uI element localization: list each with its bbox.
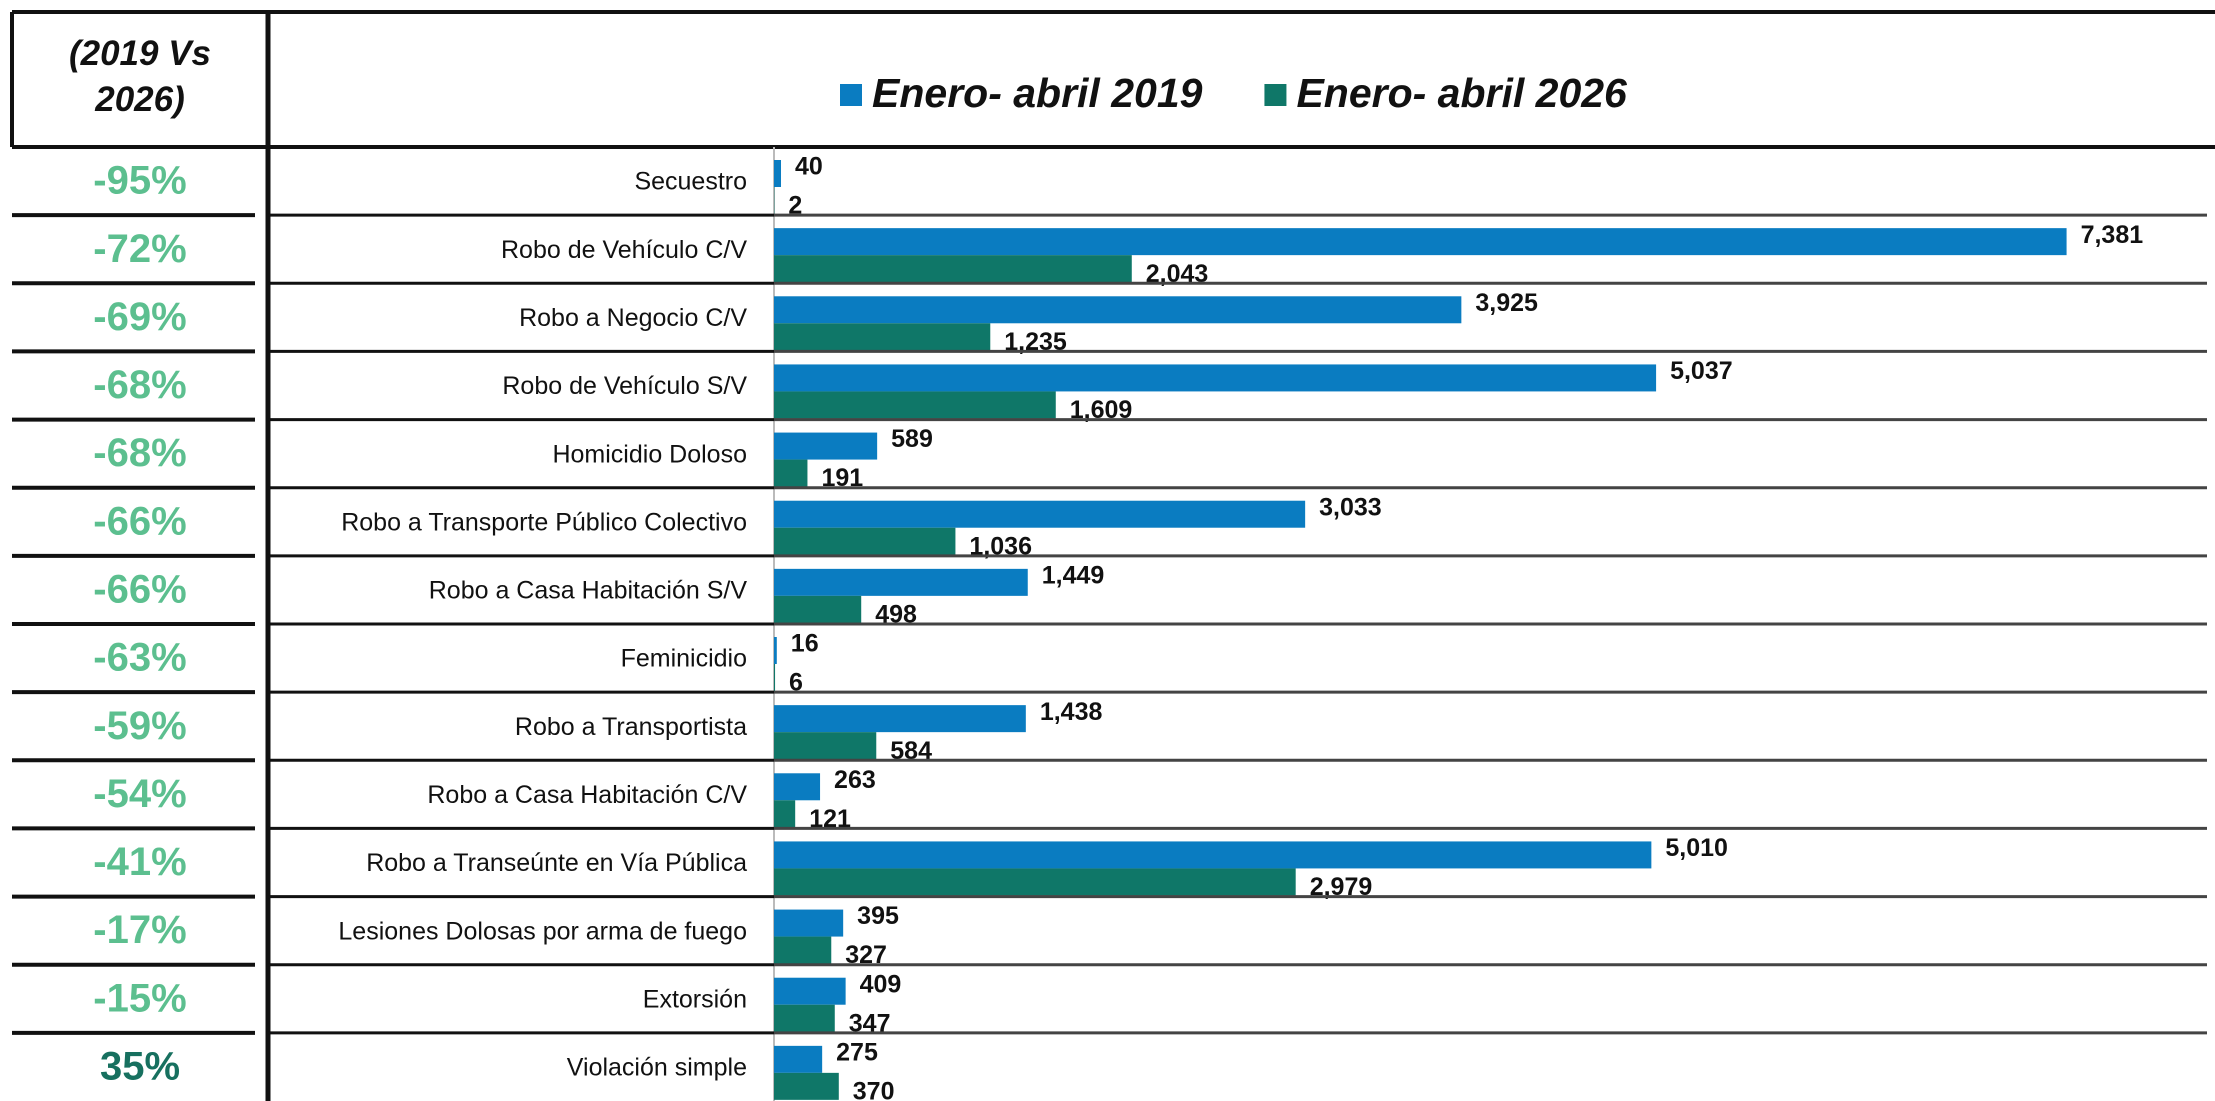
change-label: -59% xyxy=(93,704,186,748)
change-label: 35% xyxy=(100,1044,180,1088)
category-label: Robo a Transeúnte en Vía Pública xyxy=(366,849,747,877)
header-line: 2026) xyxy=(94,80,185,119)
bar xyxy=(774,1072,839,1100)
value-label: 2 xyxy=(788,192,802,220)
change-label: -68% xyxy=(93,431,186,475)
bar xyxy=(774,296,1462,324)
bar xyxy=(774,1004,835,1032)
value-label: 1,438 xyxy=(1040,698,1103,726)
change-label: -95% xyxy=(93,159,186,203)
change-label: -15% xyxy=(93,976,186,1020)
bar xyxy=(774,841,1652,869)
change-label: -72% xyxy=(93,227,186,271)
legend-label: Enero- abril 2019 xyxy=(872,70,1203,116)
category-label: Robo a Transportista xyxy=(515,713,747,741)
bar xyxy=(774,664,776,691)
bar xyxy=(774,800,796,828)
bar xyxy=(774,568,1028,596)
value-label: 7,381 xyxy=(2081,221,2144,249)
value-label: 3,033 xyxy=(1319,493,1382,521)
change-label: -41% xyxy=(93,840,186,884)
bar xyxy=(774,1045,823,1073)
category-label: Robo de Vehículo C/V xyxy=(501,236,747,264)
bar xyxy=(774,323,991,351)
value-label: 1,449 xyxy=(1042,561,1105,589)
bar xyxy=(774,909,844,937)
value-label: 589 xyxy=(891,425,933,453)
category-label: Robo de Vehículo S/V xyxy=(502,372,747,400)
value-label: 5,037 xyxy=(1670,357,1733,385)
category-label: Violación simple xyxy=(567,1054,747,1082)
category-label: Secuestro xyxy=(634,168,747,196)
bar xyxy=(774,432,878,460)
bar xyxy=(774,936,832,964)
category-label: Robo a Negocio C/V xyxy=(519,304,747,332)
bar xyxy=(774,595,862,623)
legend-swatch xyxy=(1264,84,1287,106)
bar xyxy=(774,732,877,760)
value-label: 6 xyxy=(789,669,803,697)
change-header: (2019 Vs 2026) xyxy=(69,34,211,119)
change-label: -68% xyxy=(93,363,186,407)
value-label: 395 xyxy=(857,902,899,930)
legend-swatch xyxy=(840,84,862,106)
bar xyxy=(774,705,1026,733)
bar xyxy=(774,527,956,555)
bar xyxy=(774,228,2067,256)
category-label: Robo a Transporte Público Colectivo xyxy=(341,508,747,536)
change-label: -69% xyxy=(93,295,186,339)
value-label: 263 xyxy=(834,766,876,794)
change-label: -63% xyxy=(93,636,186,680)
category-label: Lesiones Dolosas por arma de fuego xyxy=(338,917,747,945)
legend-label: Enero- abril 2026 xyxy=(1296,70,1628,116)
value-label: 16 xyxy=(791,630,819,658)
change-label: -66% xyxy=(93,499,186,543)
category-label: Robo a Casa Habitación S/V xyxy=(429,577,748,605)
value-label: 275 xyxy=(836,1038,878,1066)
bar xyxy=(774,637,777,664)
change-label: -54% xyxy=(93,772,186,816)
bar xyxy=(774,255,1132,283)
bar xyxy=(774,364,1657,392)
bar xyxy=(774,160,782,187)
value-label: 409 xyxy=(860,970,902,998)
value-label: 5,010 xyxy=(1665,834,1728,862)
bar xyxy=(774,500,1306,528)
category-label: Homicidio Doloso xyxy=(552,440,747,468)
bar xyxy=(774,459,808,487)
bar xyxy=(774,868,1296,896)
value-label: 40 xyxy=(795,153,823,181)
bar xyxy=(774,773,821,801)
category-label: Feminicidio xyxy=(621,645,747,673)
category-label: Extorsión xyxy=(643,985,747,1013)
value-label: 3,925 xyxy=(1475,289,1538,317)
change-label: -66% xyxy=(93,567,186,611)
bar xyxy=(774,977,846,1005)
category-label: Robo a Casa Habitación C/V xyxy=(427,781,747,809)
header-line: (2019 Vs xyxy=(69,34,211,73)
value-label: 370 xyxy=(853,1077,895,1101)
bar xyxy=(774,391,1056,419)
change-label: -17% xyxy=(93,908,186,952)
